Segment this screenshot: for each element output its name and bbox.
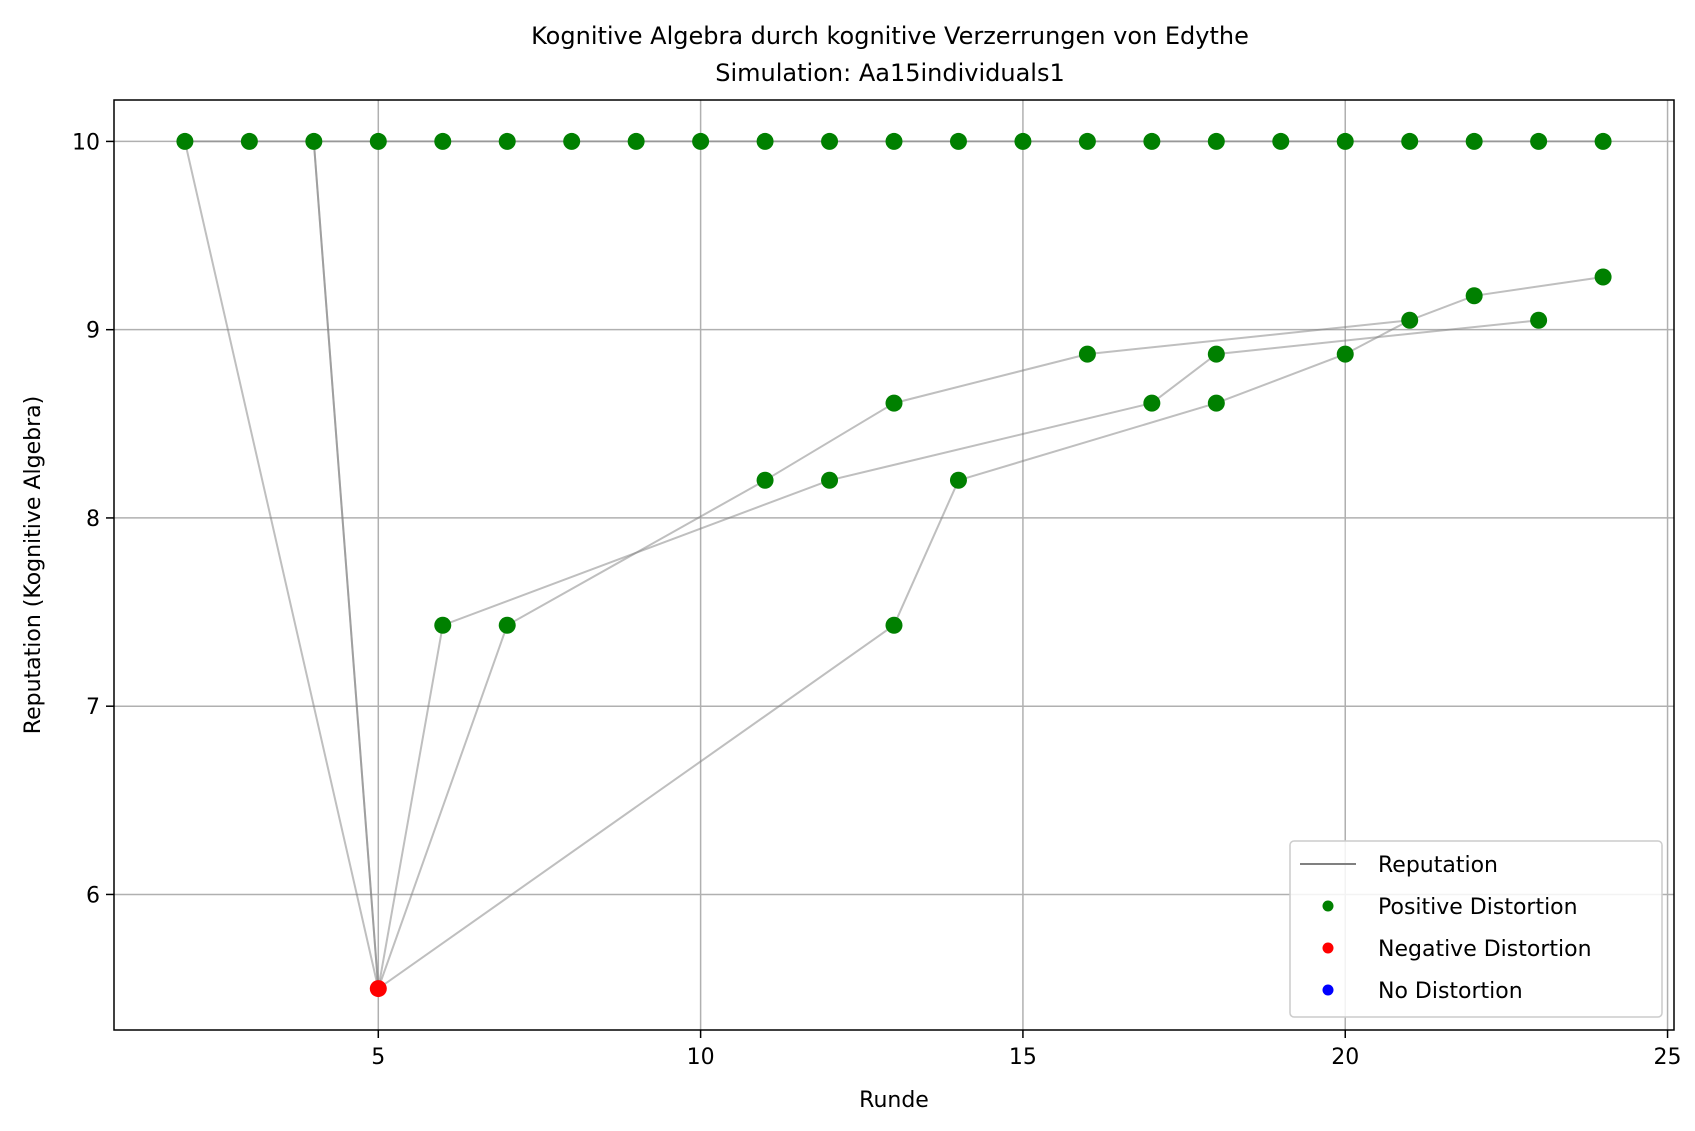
positive-distortion-point: [627, 132, 645, 150]
positive-distortion-point: [1078, 132, 1096, 150]
positive-distortion-point: [1594, 268, 1612, 286]
positive-distortion-point: [1207, 394, 1225, 412]
chart-subtitle: Simulation: Aa15individuals1: [715, 59, 1064, 87]
y-tick-label: 9: [86, 319, 100, 344]
positive-distortion-point: [240, 132, 258, 150]
legend-box: [1289, 840, 1663, 1018]
y-tick-label: 7: [86, 695, 100, 720]
positive-distortion-point: [756, 132, 774, 150]
legend-entry-label: No Distortion: [1378, 979, 1523, 1004]
positive-distortion-point: [498, 132, 516, 150]
positive-distortion-point: [434, 132, 452, 150]
positive-distortion-point: [369, 132, 387, 150]
positive-distortion-point: [1530, 311, 1548, 329]
positive-distortion-point: [305, 132, 323, 150]
legend: Reputation Positive Distortion Negative Di…: [1289, 840, 1663, 1018]
x-tick-label: 15: [1009, 1045, 1037, 1070]
legend-entry-label: Positive Distortion: [1378, 895, 1578, 920]
positive-distortion-point: [1401, 132, 1419, 150]
positive-distortion-point: [1336, 132, 1354, 150]
x-tick-label: 10: [687, 1045, 715, 1070]
positive-distortion-point: [498, 616, 516, 634]
positive-distortion-point: [756, 471, 774, 489]
legend-dot-swatch: [1322, 900, 1334, 912]
axis-ticks: 5 10 15 20 25 6 7 8 9 10: [72, 130, 1682, 1070]
positive-distortion-point: [1530, 132, 1548, 150]
positive-distortion-point: [1594, 132, 1612, 150]
positive-distortion-point: [885, 616, 903, 634]
positive-distortion-point: [1272, 132, 1290, 150]
positive-distortion-point: [1465, 132, 1483, 150]
positive-distortion-point: [1143, 132, 1161, 150]
y-tick-label: 8: [86, 507, 100, 532]
positive-distortion-point: [176, 132, 194, 150]
positive-distortion-point: [1207, 132, 1225, 150]
negative-distortion-point: [369, 980, 387, 998]
distortion-points: [176, 132, 1612, 998]
positive-distortion-point: [885, 132, 903, 150]
x-axis-label: Runde: [859, 1088, 929, 1113]
x-tick-label: 25: [1654, 1045, 1682, 1070]
y-axis-label: Reputation (Kognitive Algebra): [21, 396, 46, 734]
positive-distortion-point: [563, 132, 581, 150]
positive-distortion-point: [821, 471, 839, 489]
positive-distortion-point: [949, 471, 967, 489]
y-tick-label: 10: [72, 130, 100, 155]
positive-distortion-point: [1143, 394, 1161, 412]
positive-distortion-point: [885, 394, 903, 412]
x-tick-label: 5: [371, 1045, 385, 1070]
legend-dot-swatch: [1322, 984, 1334, 996]
positive-distortion-point: [1401, 311, 1419, 329]
y-tick-label: 6: [86, 883, 100, 908]
positive-distortion-point: [1207, 345, 1225, 363]
plot-frame: [113, 99, 1675, 1031]
x-tick-label: 20: [1331, 1045, 1359, 1070]
legend-entry-label: Negative Distortion: [1378, 937, 1592, 962]
positive-distortion-point: [1078, 345, 1096, 363]
legend-entry-label: Reputation: [1378, 853, 1498, 878]
chart-title: Kognitive Algebra durch kognitive Verzer…: [531, 22, 1249, 50]
positive-distortion-point: [821, 132, 839, 150]
legend-dot-swatch: [1322, 942, 1334, 954]
positive-distortion-point: [1465, 287, 1483, 305]
positive-distortion-point: [1336, 345, 1354, 363]
positive-distortion-point: [949, 132, 967, 150]
positive-distortion-point: [1014, 132, 1032, 150]
positive-distortion-point: [692, 132, 710, 150]
positive-distortion-point: [434, 616, 452, 634]
